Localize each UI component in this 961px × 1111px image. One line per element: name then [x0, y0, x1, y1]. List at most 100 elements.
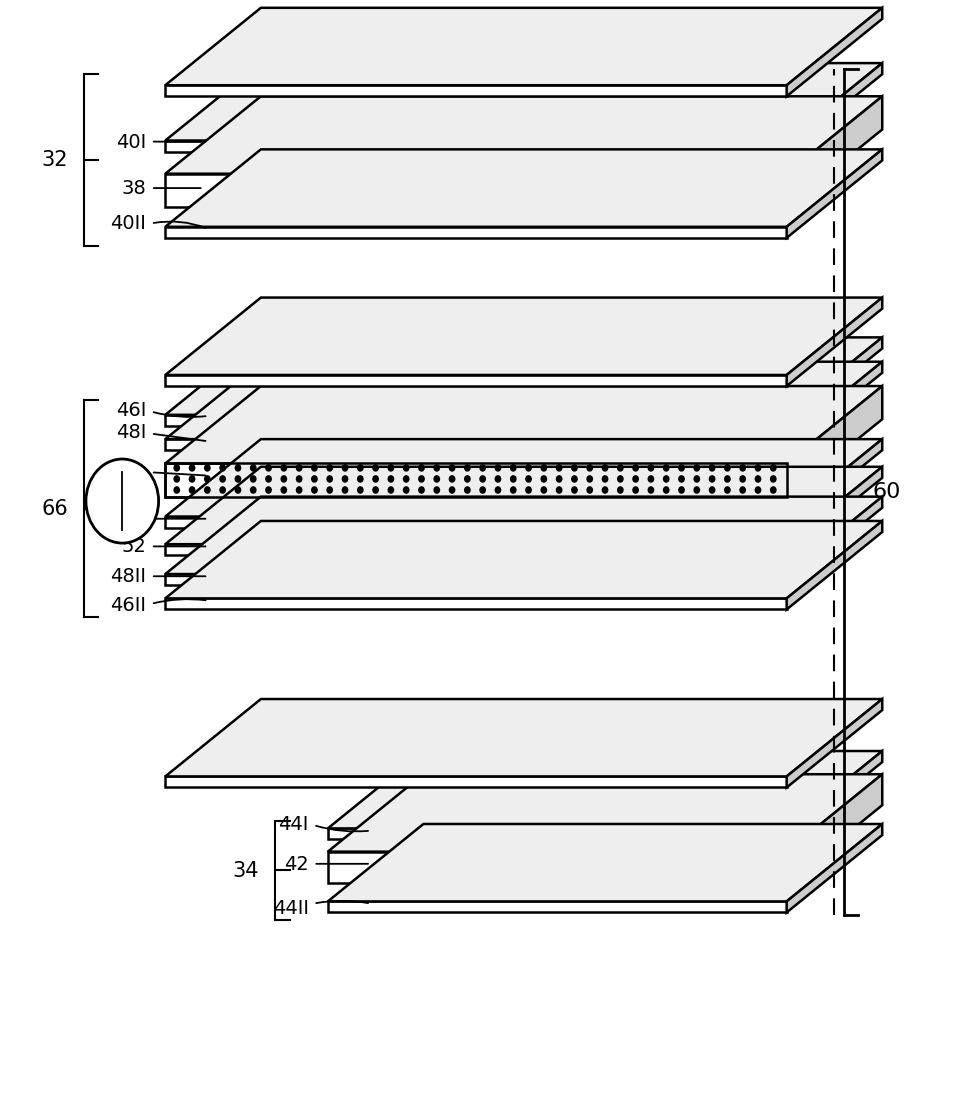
Circle shape: [740, 477, 745, 482]
Circle shape: [770, 488, 776, 493]
Circle shape: [311, 466, 317, 471]
Circle shape: [86, 459, 159, 543]
Polygon shape: [165, 416, 786, 427]
Circle shape: [725, 466, 729, 471]
Circle shape: [632, 477, 638, 482]
Polygon shape: [165, 599, 786, 610]
Polygon shape: [786, 97, 882, 208]
Circle shape: [388, 488, 393, 493]
Circle shape: [189, 488, 195, 493]
Circle shape: [770, 477, 776, 482]
Text: 60: 60: [873, 482, 900, 502]
Circle shape: [572, 488, 577, 493]
Circle shape: [464, 477, 470, 482]
Circle shape: [678, 466, 684, 471]
Circle shape: [265, 466, 271, 471]
Circle shape: [388, 477, 393, 482]
Circle shape: [755, 488, 760, 493]
Text: 62: 62: [121, 463, 146, 482]
Circle shape: [373, 488, 378, 493]
Polygon shape: [165, 574, 786, 585]
Circle shape: [433, 466, 439, 471]
Circle shape: [740, 466, 745, 471]
Circle shape: [678, 488, 684, 493]
Polygon shape: [165, 387, 882, 463]
Polygon shape: [328, 774, 882, 852]
Circle shape: [342, 477, 348, 482]
Polygon shape: [786, 497, 882, 585]
Circle shape: [495, 466, 501, 471]
Circle shape: [433, 477, 439, 482]
Polygon shape: [328, 852, 786, 883]
Circle shape: [725, 477, 729, 482]
Circle shape: [725, 488, 729, 493]
Circle shape: [556, 466, 561, 471]
Polygon shape: [165, 440, 786, 450]
Polygon shape: [165, 544, 786, 556]
Polygon shape: [328, 824, 882, 901]
Circle shape: [357, 477, 363, 482]
Polygon shape: [786, 440, 882, 528]
Circle shape: [296, 488, 302, 493]
Polygon shape: [786, 362, 882, 450]
Circle shape: [373, 466, 378, 471]
Circle shape: [388, 466, 393, 471]
Circle shape: [526, 466, 530, 471]
Circle shape: [541, 477, 546, 482]
Circle shape: [694, 477, 699, 482]
Polygon shape: [328, 901, 786, 912]
Circle shape: [205, 477, 209, 482]
Circle shape: [526, 488, 530, 493]
Circle shape: [617, 466, 623, 471]
Circle shape: [419, 477, 424, 482]
Polygon shape: [786, 8, 882, 97]
Circle shape: [694, 488, 699, 493]
Circle shape: [770, 466, 776, 471]
Text: 48I: 48I: [115, 423, 146, 442]
Circle shape: [357, 488, 363, 493]
Circle shape: [281, 477, 286, 482]
Polygon shape: [786, 298, 882, 387]
Circle shape: [419, 488, 424, 493]
Circle shape: [755, 477, 760, 482]
Text: 42: 42: [283, 854, 308, 873]
Circle shape: [251, 488, 256, 493]
Text: 46II: 46II: [111, 595, 146, 614]
Polygon shape: [786, 751, 882, 840]
Circle shape: [663, 477, 669, 482]
Text: 40II: 40II: [111, 214, 146, 233]
Text: 38: 38: [121, 179, 146, 198]
Circle shape: [311, 488, 317, 493]
Circle shape: [572, 466, 577, 471]
Circle shape: [235, 488, 240, 493]
Polygon shape: [165, 497, 882, 574]
Text: 44I: 44I: [278, 814, 308, 833]
Polygon shape: [786, 387, 882, 497]
Circle shape: [541, 466, 546, 471]
Circle shape: [174, 466, 180, 471]
Text: 52: 52: [121, 537, 146, 557]
Circle shape: [510, 477, 516, 482]
Text: 66: 66: [41, 499, 67, 519]
Text: 34: 34: [233, 861, 259, 881]
Circle shape: [648, 477, 653, 482]
Circle shape: [296, 466, 302, 471]
Polygon shape: [786, 521, 882, 610]
Polygon shape: [165, 376, 786, 387]
Circle shape: [709, 488, 714, 493]
Circle shape: [265, 477, 271, 482]
Circle shape: [373, 477, 378, 482]
Polygon shape: [165, 150, 882, 227]
Circle shape: [265, 488, 271, 493]
Polygon shape: [786, 338, 882, 427]
Circle shape: [404, 477, 408, 482]
Polygon shape: [165, 63, 882, 141]
Circle shape: [510, 488, 516, 493]
Text: 46I: 46I: [115, 401, 146, 420]
Circle shape: [235, 466, 240, 471]
Polygon shape: [165, 86, 786, 97]
Circle shape: [495, 477, 501, 482]
Circle shape: [205, 488, 209, 493]
Circle shape: [419, 466, 424, 471]
Circle shape: [327, 466, 333, 471]
